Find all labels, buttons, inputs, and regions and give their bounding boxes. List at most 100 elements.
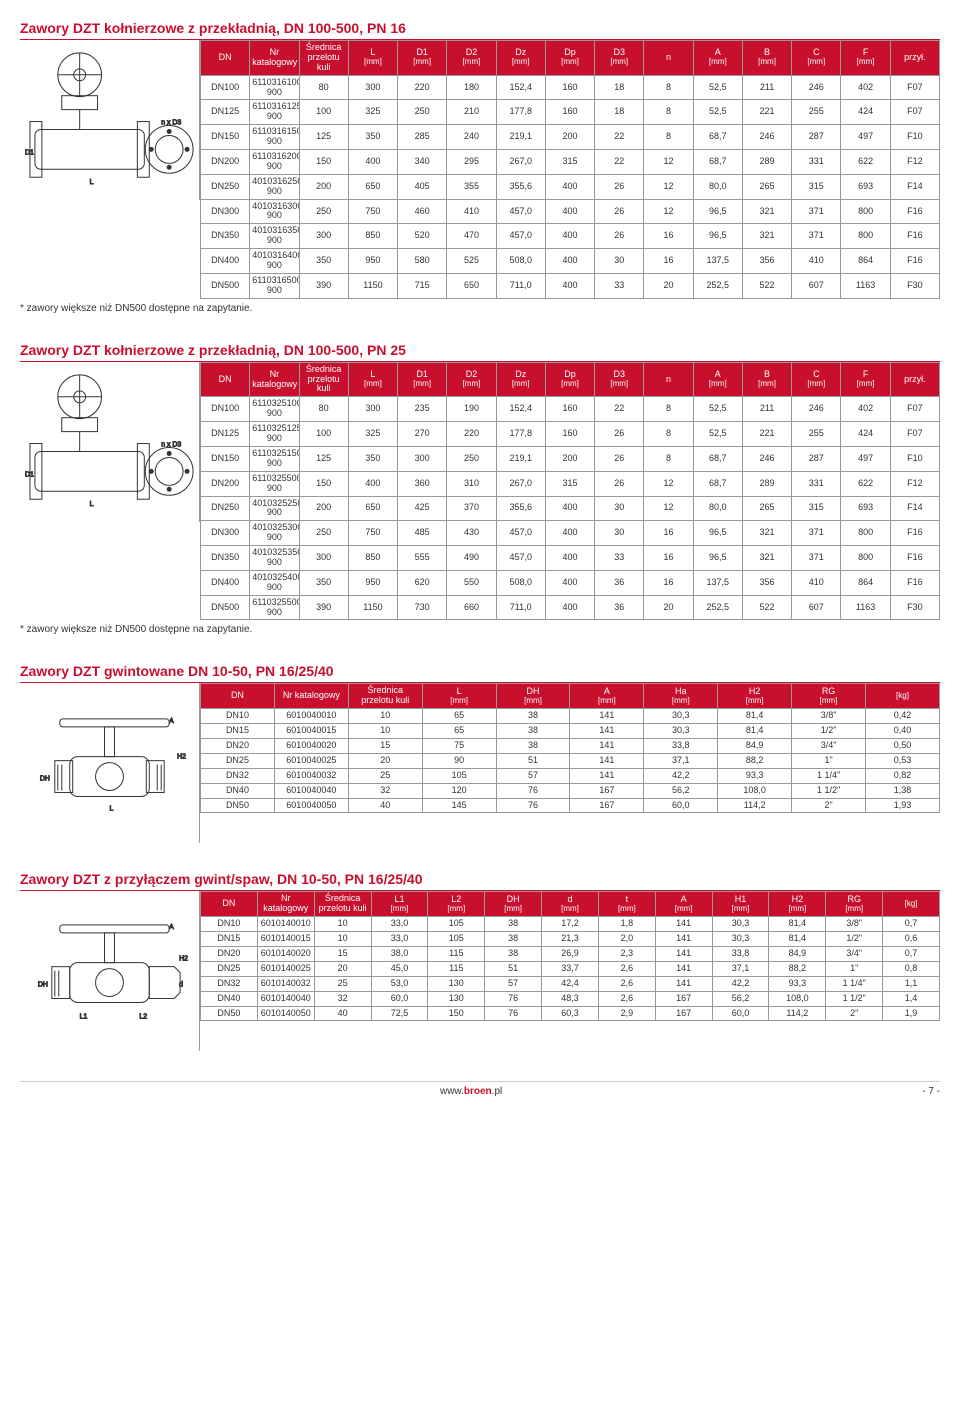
spec-section: Zawory DZT kołnierzowe z przekładnią, DN… bbox=[20, 20, 940, 314]
table-cell: 18 bbox=[595, 75, 644, 100]
svg-text:DH: DH bbox=[38, 981, 48, 988]
table-cell: 56,2 bbox=[644, 783, 718, 798]
table-cell: 457,0 bbox=[496, 521, 545, 546]
table-row: DN3004010325300 900250750485430457,04003… bbox=[201, 521, 940, 546]
table-cell: 20 bbox=[348, 753, 422, 768]
table-cell: 12 bbox=[644, 471, 693, 496]
table-cell: DN20 bbox=[201, 738, 275, 753]
svg-text:L: L bbox=[90, 180, 94, 187]
table-cell: F14 bbox=[890, 174, 939, 199]
page-footer: www.broen.pl - 7 - bbox=[20, 1081, 940, 1097]
svg-text:D1: D1 bbox=[25, 150, 34, 157]
table-cell: 81,4 bbox=[769, 932, 826, 947]
table-cell: 622 bbox=[841, 150, 890, 175]
table-row: DN1006110325100 90080300235190152,416022… bbox=[201, 397, 940, 422]
column-header: Nr katalogowy bbox=[250, 41, 299, 76]
column-header: F[mm] bbox=[841, 362, 890, 397]
table-cell: 300 bbox=[299, 546, 348, 571]
table-cell: 160 bbox=[545, 422, 594, 447]
table-row: DN406010040040321207616756,2108,01 1/2"1… bbox=[201, 783, 940, 798]
table-cell: 68,7 bbox=[693, 125, 742, 150]
table-cell: 400 bbox=[545, 273, 594, 298]
table-cell: 400 bbox=[545, 249, 594, 274]
table-cell: 331 bbox=[792, 471, 841, 496]
column-header: Dz[mm] bbox=[496, 362, 545, 397]
table-cell: 424 bbox=[841, 100, 890, 125]
table-cell: 950 bbox=[348, 570, 397, 595]
table-cell: 400 bbox=[545, 496, 594, 521]
table-cell: 6010040032 bbox=[274, 768, 348, 783]
table-cell: 331 bbox=[792, 150, 841, 175]
table-cell: 1150 bbox=[348, 273, 397, 298]
table-cell: 321 bbox=[742, 546, 791, 571]
table-cell: 607 bbox=[792, 595, 841, 620]
table-cell: 650 bbox=[348, 174, 397, 199]
table-row: DN2504010325250 900200650425370355,64003… bbox=[201, 496, 940, 521]
table-cell: 0,42 bbox=[866, 709, 940, 724]
table-cell: 15 bbox=[348, 738, 422, 753]
column-header: Nr katalogowy bbox=[257, 892, 314, 917]
table-cell: 265 bbox=[742, 496, 791, 521]
column-header: n bbox=[644, 362, 693, 397]
table-cell: 1 1/2" bbox=[826, 991, 883, 1006]
footer-url: www.broen.pl bbox=[440, 1086, 502, 1097]
table-cell: 508,0 bbox=[496, 570, 545, 595]
table-cell: 240 bbox=[447, 125, 496, 150]
table-cell: DN40 bbox=[201, 783, 275, 798]
table-cell: 800 bbox=[841, 546, 890, 571]
section-title: Zawory DZT kołnierzowe z przekładnią, DN… bbox=[20, 20, 940, 40]
table-cell: 6010140025 bbox=[257, 961, 314, 976]
table-cell: 750 bbox=[348, 199, 397, 224]
table-cell: 200 bbox=[299, 496, 348, 521]
table-cell: 180 bbox=[447, 75, 496, 100]
table-cell: DN350 bbox=[201, 224, 250, 249]
table-cell: F16 bbox=[890, 199, 939, 224]
table-row: DN1560101400151033,01053821,32,014130,38… bbox=[201, 932, 940, 947]
table-cell: 252,5 bbox=[693, 273, 742, 298]
svg-text:DH: DH bbox=[40, 775, 50, 782]
table-cell: 52,5 bbox=[693, 397, 742, 422]
table-cell: 4010325400 900 bbox=[250, 570, 299, 595]
table-cell: 310 bbox=[447, 471, 496, 496]
table-cell: 25 bbox=[314, 976, 371, 991]
svg-text:L: L bbox=[90, 501, 94, 508]
table-row: DN1256110325125 900100325270220177,81602… bbox=[201, 422, 940, 447]
table-cell: 177,8 bbox=[496, 100, 545, 125]
table-cell: 321 bbox=[742, 199, 791, 224]
table-cell: 325 bbox=[348, 422, 397, 447]
table-cell: 26 bbox=[595, 174, 644, 199]
svg-text:A: A bbox=[169, 718, 174, 725]
column-header: L2[mm] bbox=[428, 892, 485, 917]
table-cell: 81,4 bbox=[718, 724, 792, 739]
table-cell: 52,5 bbox=[693, 100, 742, 125]
table-cell: 37,1 bbox=[644, 753, 718, 768]
table-cell: 750 bbox=[348, 521, 397, 546]
spec-section: Zawory DZT z przyłączem gwint/spaw, DN 1… bbox=[20, 871, 940, 1051]
table-cell: 289 bbox=[742, 150, 791, 175]
table-cell: 167 bbox=[655, 1006, 712, 1021]
table-cell: 4010316350 900 bbox=[250, 224, 299, 249]
table-cell: 141 bbox=[655, 917, 712, 932]
table-cell: 522 bbox=[742, 273, 791, 298]
url-bold: broen bbox=[464, 1086, 492, 1097]
table-cell: 57 bbox=[496, 768, 570, 783]
table-cell: 265 bbox=[742, 174, 791, 199]
table-cell: 490 bbox=[447, 546, 496, 571]
spec-table: DNNr katalogowyŚrednica przelotu kuliL1[… bbox=[200, 891, 940, 1021]
table-cell: 17,2 bbox=[542, 917, 599, 932]
table-cell: 4010325300 900 bbox=[250, 521, 299, 546]
table-row: DN1006110316100 90080300220180152,416018… bbox=[201, 75, 940, 100]
table-cell: 38 bbox=[496, 738, 570, 753]
table-cell: DN200 bbox=[201, 471, 250, 496]
table-cell: 84,9 bbox=[769, 946, 826, 961]
table-cell: 40 bbox=[348, 798, 422, 813]
table-cell: 100 bbox=[299, 100, 348, 125]
table-cell: 200 bbox=[545, 125, 594, 150]
column-header: Średnica przelotu kuli bbox=[348, 684, 422, 709]
table-cell: 16 bbox=[644, 249, 693, 274]
table-cell: 250 bbox=[299, 199, 348, 224]
table-cell: F30 bbox=[890, 595, 939, 620]
table-cell: 1,9 bbox=[883, 1006, 940, 1021]
table-row: DN2504010316250 900200650405355355,64002… bbox=[201, 174, 940, 199]
table-cell: 3/8" bbox=[826, 917, 883, 932]
